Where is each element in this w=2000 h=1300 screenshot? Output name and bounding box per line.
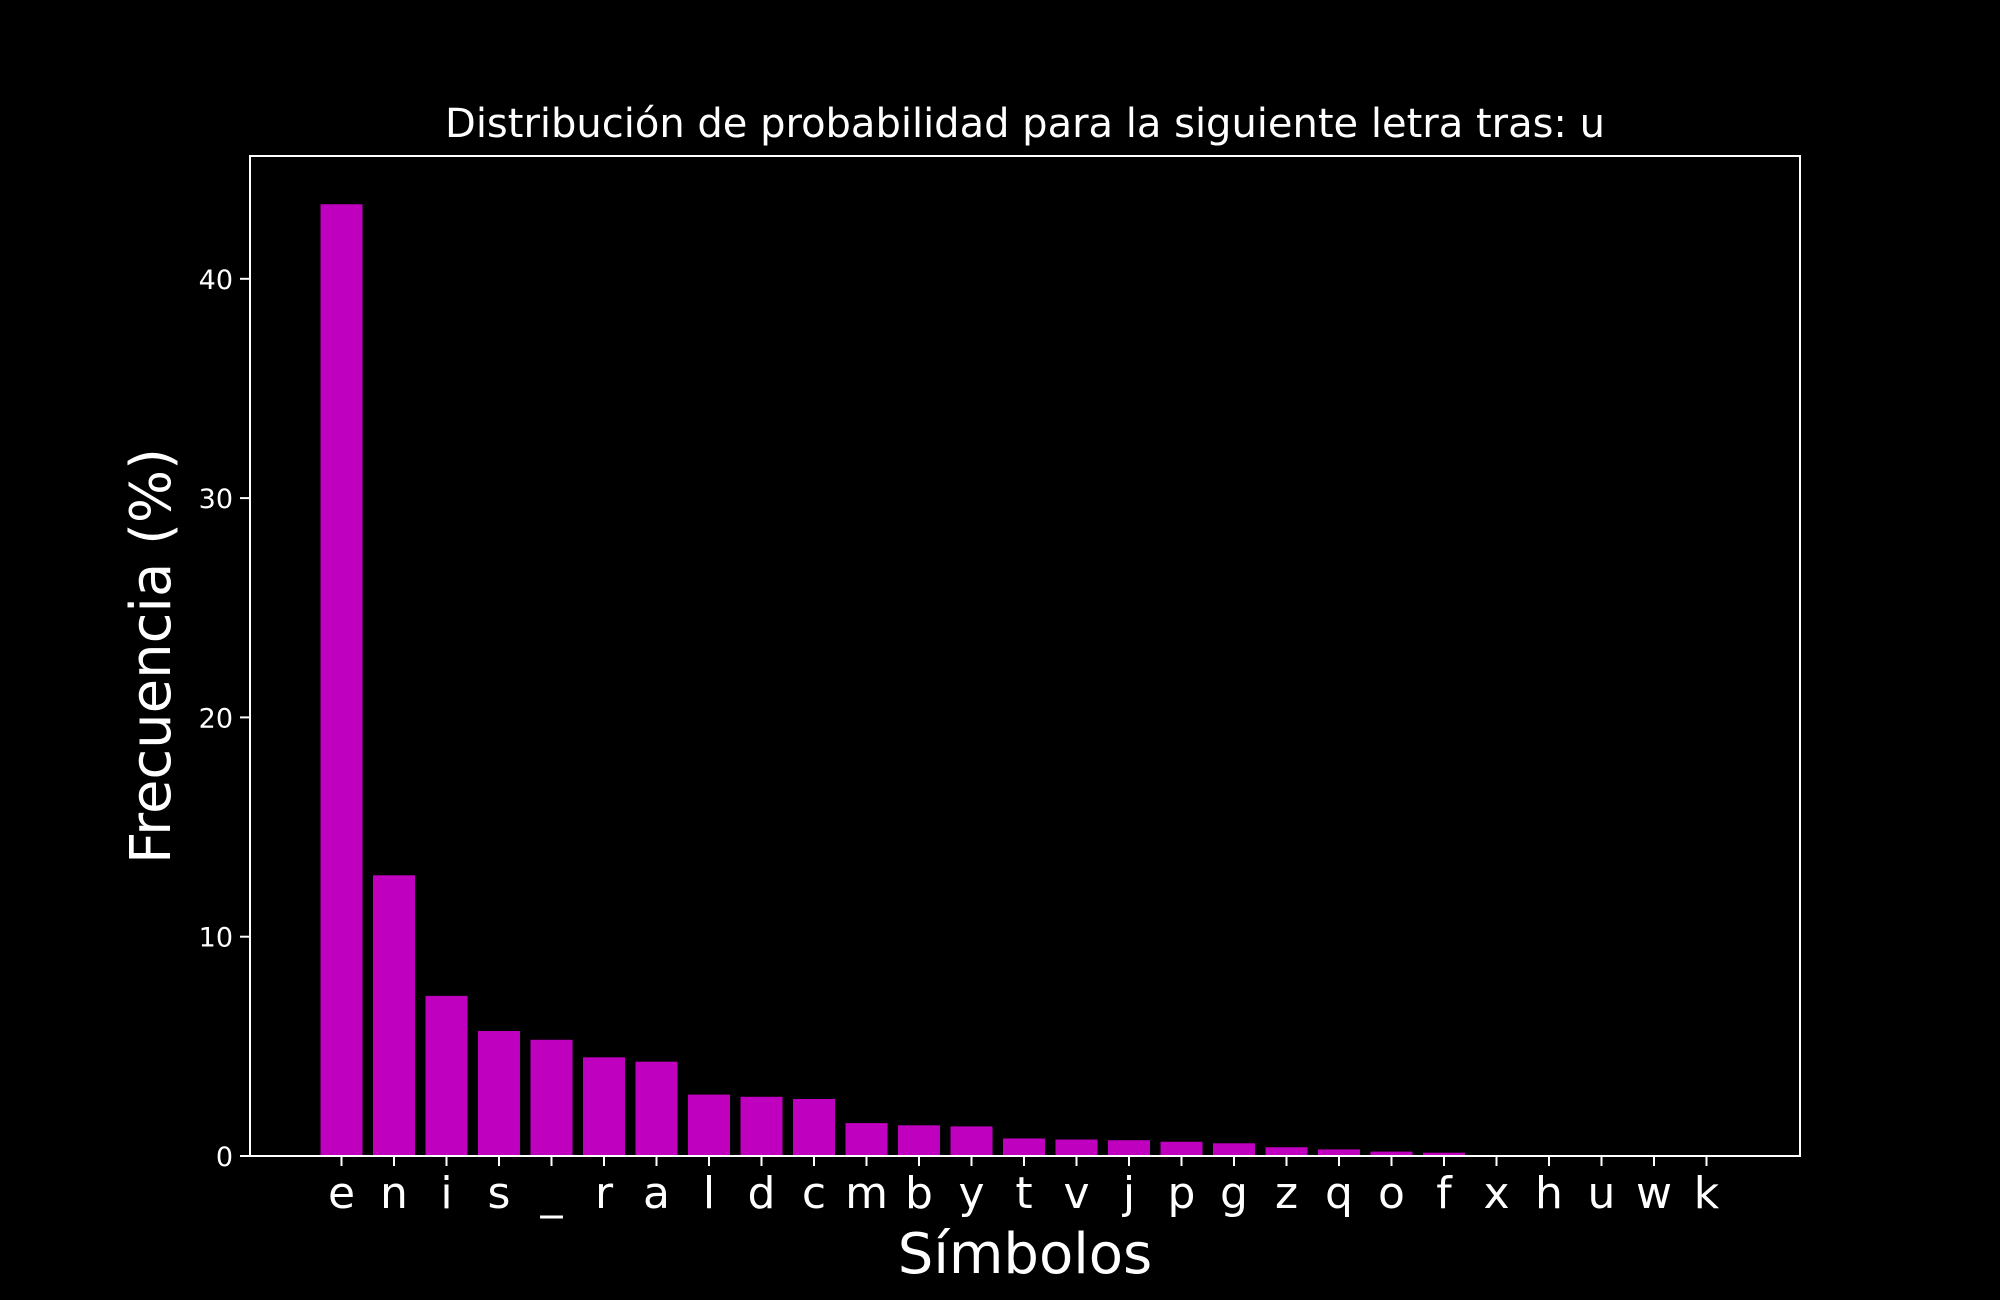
x-tick-label: c	[802, 1168, 826, 1219]
x-tick-label: i	[440, 1168, 452, 1219]
bar-n	[373, 875, 415, 1156]
bar-l	[688, 1094, 730, 1156]
y-tick-label: 40	[199, 265, 233, 296]
x-tick-label: n	[380, 1168, 408, 1219]
x-tick-label: l	[703, 1168, 715, 1219]
x-tick-label: w	[1636, 1168, 1672, 1219]
bar-m	[845, 1123, 888, 1156]
y-tick-label: 10	[199, 923, 233, 954]
x-tick-label: f	[1436, 1168, 1453, 1219]
x-tick-label: r	[595, 1168, 614, 1219]
x-axis-label: Símbolos	[898, 1222, 1152, 1287]
bar-b	[898, 1125, 940, 1156]
y-tick-label: 0	[216, 1142, 233, 1173]
bar-q	[1318, 1149, 1360, 1156]
x-tick-label: h	[1535, 1168, 1563, 1219]
bar-c	[793, 1098, 835, 1156]
bar-i	[425, 995, 468, 1156]
x-tick-label: t	[1015, 1168, 1032, 1219]
chart-title: Distribución de probabilidad para la sig…	[445, 101, 1605, 147]
y-tick-label: 20	[199, 703, 233, 734]
x-axis-ticks: e n i s _ r a l d c m b y t v j p g z q o f x h u w k	[328, 1156, 1720, 1219]
bar-f	[1423, 1152, 1465, 1156]
x-tick-label: o	[1378, 1168, 1405, 1219]
bar-o	[1370, 1151, 1413, 1156]
y-axis-label: Frecuencia (%)	[119, 448, 184, 864]
bar-a	[635, 1061, 678, 1156]
x-tick-label: j	[1122, 1168, 1135, 1219]
x-tick-label: b	[905, 1168, 933, 1219]
bar-p	[1160, 1141, 1203, 1156]
x-tick-label: d	[748, 1168, 776, 1219]
x-tick-label: e	[328, 1168, 355, 1219]
bar-y	[950, 1126, 993, 1156]
x-tick-label: x	[1483, 1168, 1509, 1219]
x-tick-label: a	[643, 1168, 670, 1219]
x-tick-label: s	[488, 1168, 511, 1219]
x-tick-label: _	[540, 1168, 564, 1219]
x-tick-label: y	[958, 1168, 984, 1219]
bar-r	[583, 1057, 625, 1156]
x-tick-label: p	[1168, 1168, 1196, 1219]
bar-e	[320, 204, 363, 1157]
bar-z	[1265, 1147, 1308, 1156]
x-tick-label: q	[1325, 1168, 1353, 1219]
x-tick-label: v	[1063, 1168, 1089, 1219]
x-tick-label: z	[1275, 1168, 1298, 1219]
x-tick-label: m	[845, 1168, 888, 1219]
bar-g	[1213, 1143, 1255, 1156]
bar-d	[740, 1096, 783, 1156]
bar-t	[1003, 1138, 1045, 1156]
x-tick-label: k	[1694, 1168, 1720, 1219]
y-axis-ticks: 0 10 20 30 40	[199, 265, 250, 1173]
plot-frame	[249, 155, 1801, 1157]
bars-group	[320, 204, 1728, 1157]
x-tick-label: u	[1588, 1168, 1616, 1219]
bar-v	[1055, 1139, 1098, 1156]
x-tick-label: g	[1220, 1168, 1248, 1219]
bar-j	[1108, 1140, 1150, 1156]
bar-underscore	[530, 1039, 573, 1156]
y-tick-label: 30	[199, 484, 233, 515]
bar-s	[478, 1031, 520, 1156]
